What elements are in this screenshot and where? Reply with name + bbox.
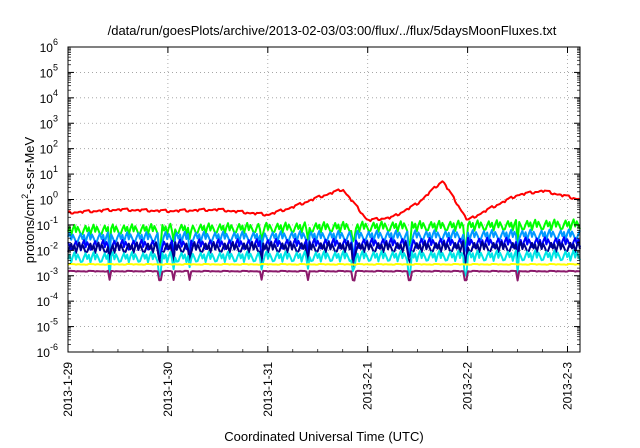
y-tick-label: 105 <box>40 62 58 80</box>
series-line <box>67 218 581 251</box>
y-tick-label: 103 <box>40 113 58 131</box>
series-line <box>67 240 581 269</box>
series-line <box>67 180 581 223</box>
series-line <box>67 249 581 279</box>
x-tick-label: 2013-1-29 <box>61 362 75 417</box>
y-tick-label: 106 <box>40 37 58 55</box>
grid-lines <box>68 47 580 352</box>
y-tick-label: 10-5 <box>37 317 58 335</box>
y-tick-label: 101 <box>40 164 58 182</box>
x-tick-label: 2013-1-31 <box>261 362 275 417</box>
y-tick-label: 10-4 <box>37 291 58 309</box>
y-tick-label: 10-1 <box>37 215 58 233</box>
series-line <box>67 269 581 282</box>
x-axis-label: Coordinated Universal Time (UTC) <box>224 429 423 444</box>
series-group <box>67 180 581 282</box>
y-axis-label-base: protons/cm <box>22 199 37 263</box>
y-tick-label: 102 <box>40 139 58 157</box>
y-axis: 10-6 10-5 10-4 10-3 10-2 10-1 100 101 102 103 104 1… <box>37 37 580 360</box>
x-axis: 2013-1-29 2013-1-30 2013-1-31 2013-2-1 2013-… <box>61 47 575 417</box>
y-tick-label: 10-6 <box>37 342 58 360</box>
y-tick-label: 10-2 <box>37 240 58 258</box>
x-tick-label: 2013-2-2 <box>461 362 475 410</box>
y-axis-label-rest: -s-sr-MeV <box>22 136 37 193</box>
x-tick-label: 2013-1-30 <box>161 362 175 417</box>
x-tick-label: 2013-2-3 <box>561 362 575 410</box>
y-axis-label: protons/cm2-s-sr-MeV <box>20 136 37 263</box>
y-tick-label: 10-3 <box>37 266 58 284</box>
chart-title: /data/run/goesPlots/archive/2013-02-03/0… <box>108 23 557 38</box>
y-tick-label: 100 <box>40 190 58 208</box>
y-tick-label: 104 <box>40 88 58 106</box>
y-axis-label-sup: 2 <box>20 194 30 199</box>
series-line <box>67 262 581 266</box>
x-tick-label: 2013-2-1 <box>361 362 375 410</box>
